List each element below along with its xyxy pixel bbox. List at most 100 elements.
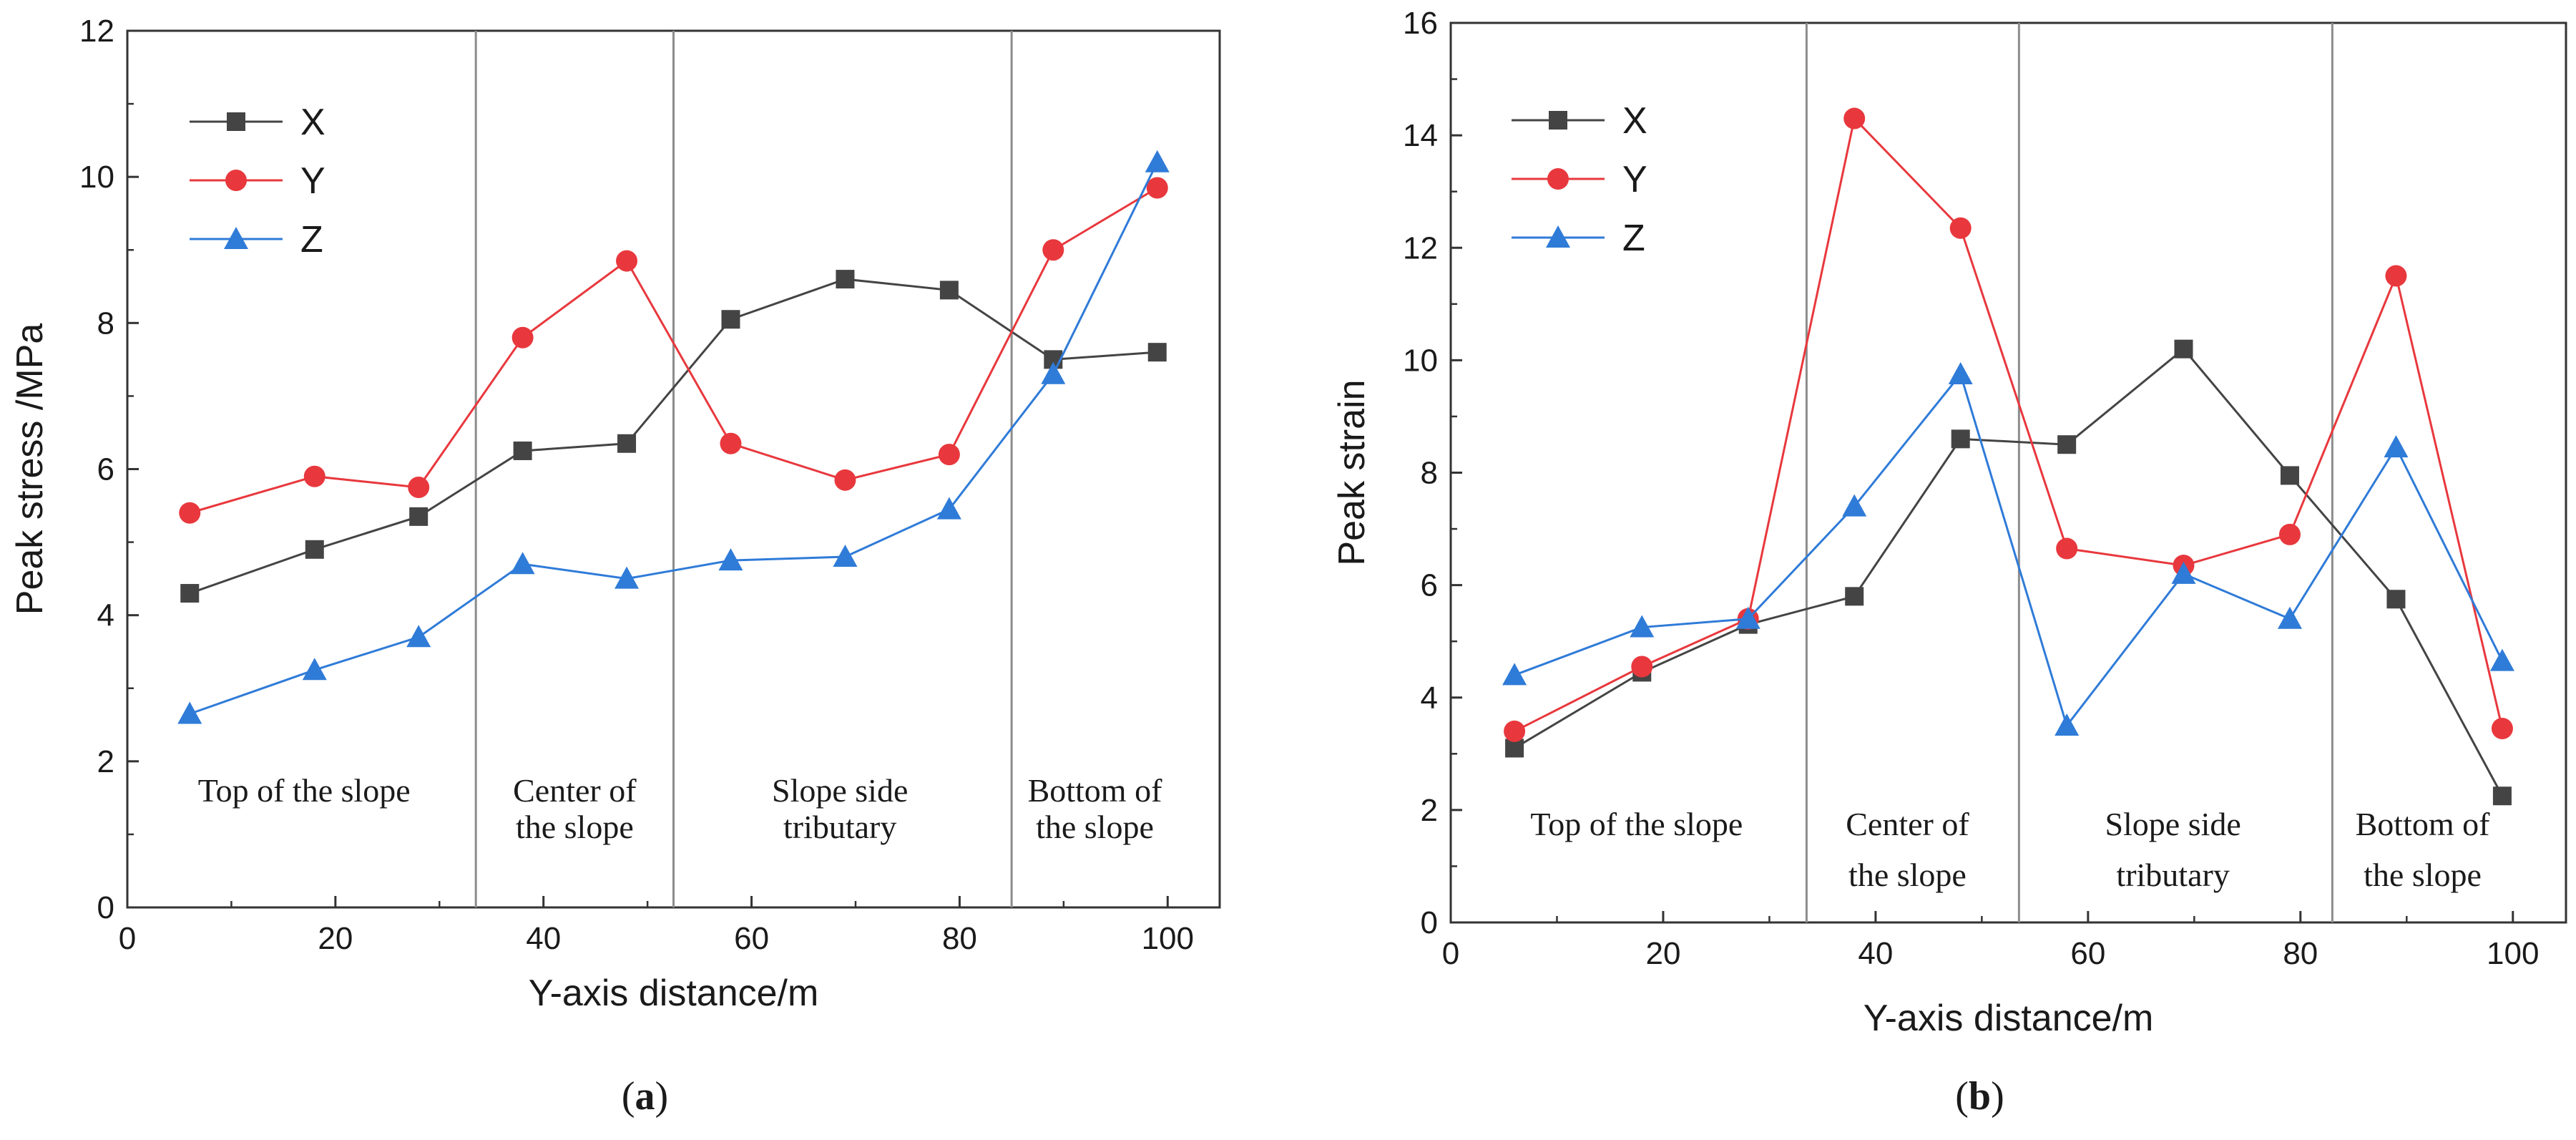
panel-caption: (b)	[1955, 1074, 2004, 1119]
data-point-z	[1145, 150, 1170, 172]
data-point-x	[2386, 590, 2406, 609]
panel-b: 0 20 40 60 80 100 0 2 4 6 8 10 12 14 16 Y-axis distance…	[1331, 6, 2567, 1119]
data-point-z	[1630, 615, 1655, 638]
data-point-y	[1843, 107, 1866, 130]
region-label-line1: Center of	[513, 772, 637, 809]
series-z	[177, 150, 1170, 724]
data-point-y	[408, 477, 430, 499]
data-point-x	[305, 540, 324, 559]
x-axis-label: Y-axis distance/m	[529, 973, 819, 1014]
data-point-z	[2055, 713, 2080, 736]
x-tick-label: 20	[1645, 936, 1680, 971]
caption-open-paren: (	[1955, 1074, 1969, 1119]
region-label-line2: the slope	[516, 809, 634, 845]
legend-marker-z	[1546, 225, 1570, 248]
region-label-line2: tributary	[2116, 857, 2229, 893]
series-line-z	[1514, 371, 2504, 729]
legend-marker-x	[1549, 111, 1567, 130]
legend-label-z: Z	[300, 219, 323, 260]
panel-a: 0 20 40 60 80 100 0 2 4 6 8 10 12 Y-axis distance/m Pe…	[9, 14, 1221, 1119]
region-label-line1: Bottom of	[2356, 806, 2491, 842]
data-point-z	[2171, 561, 2196, 584]
data-point-y	[938, 444, 960, 466]
x-tick-label: 20	[318, 921, 353, 956]
legend-label-x: X	[300, 102, 325, 143]
legend-label-z: Z	[1622, 218, 1645, 259]
y-tick-label: 2	[1421, 793, 1438, 828]
y-tick-label: 2	[97, 744, 114, 779]
data-point-y	[2491, 717, 2513, 739]
legend-marker-y	[1547, 168, 1569, 190]
data-point-y	[1504, 720, 1526, 742]
series-z	[1502, 362, 2514, 736]
data-point-x	[2492, 786, 2512, 806]
x-tick-label: 100	[1142, 921, 1194, 956]
caption-letter: b	[1969, 1074, 1991, 1119]
data-point-y	[1949, 217, 1972, 239]
region-label-line1: Slope side	[772, 772, 908, 809]
y-tick-label: 12	[79, 14, 114, 49]
region-label-line1: Bottom of	[1028, 772, 1163, 809]
region-label-line2: the slope	[1848, 857, 1967, 893]
data-point-y	[1146, 177, 1168, 199]
data-point-x	[180, 584, 200, 603]
data-point-z	[1502, 663, 1527, 686]
y-tick-label: 14	[1403, 118, 1438, 153]
y-tick-label: 12	[1403, 230, 1438, 265]
y-tick-label: 0	[1421, 905, 1438, 940]
legend-marker-z	[224, 227, 248, 249]
y-tick-label: 6	[97, 452, 114, 487]
caption-close-paren: )	[1991, 1074, 2004, 1119]
y-tick-label: 8	[97, 306, 114, 341]
data-point-z	[718, 548, 743, 571]
x-tick-label: 100	[2487, 936, 2539, 971]
y-tick-label: 6	[1421, 568, 1438, 603]
series-x	[180, 270, 1167, 603]
x-tick-label: 80	[942, 921, 977, 956]
caption-letter: a	[635, 1074, 655, 1119]
data-point-y	[179, 502, 201, 524]
caption-close-paren: )	[655, 1074, 669, 1119]
y-tick-label: 4	[97, 598, 114, 633]
region-label-line1: Top of the slope	[1530, 806, 1743, 842]
region-label-line2: the slope	[1036, 809, 1154, 845]
region-label-line2: tributary	[783, 809, 896, 845]
data-point-z	[2489, 648, 2514, 671]
x-tick-label: 40	[1858, 936, 1893, 971]
series-line-z	[189, 162, 1159, 715]
region-label-line1: Center of	[1846, 806, 1969, 842]
x-tick-label: 80	[2283, 936, 2318, 971]
data-point-z	[2277, 606, 2302, 629]
legend: XYZ	[1512, 100, 1647, 259]
data-point-z	[1041, 361, 1066, 384]
data-point-y	[2056, 537, 2078, 560]
y-tick-label: 10	[1403, 343, 1438, 378]
y-axis-label: Peak stress /MPa	[9, 323, 51, 615]
series-line-x	[189, 278, 1157, 595]
data-point-y	[1631, 656, 1653, 678]
data-point-z	[1735, 606, 1760, 629]
data-point-x	[2280, 466, 2299, 485]
data-point-z	[1842, 494, 1867, 517]
data-point-x	[1951, 429, 1970, 449]
legend-label-x: X	[1622, 100, 1647, 142]
data-point-x	[721, 310, 740, 329]
x-tick-label: 60	[734, 921, 769, 956]
x-tick-label: 0	[119, 921, 136, 956]
data-point-y	[303, 465, 325, 487]
region-label-line1: Slope side	[2105, 806, 2240, 842]
data-point-x	[513, 441, 532, 460]
region-label-line1: Top of the slope	[198, 772, 411, 809]
x-axis-label: Y-axis distance/m	[1864, 998, 2154, 1039]
legend-marker-x	[227, 112, 245, 131]
series-line-y	[189, 187, 1158, 515]
data-point-z	[177, 701, 202, 724]
data-point-y	[2385, 265, 2407, 287]
data-point-y	[2278, 523, 2301, 545]
data-point-z	[302, 658, 327, 681]
data-point-y	[1042, 239, 1064, 261]
x-tick-label: 60	[2070, 936, 2105, 971]
data-point-x	[1845, 587, 1864, 606]
